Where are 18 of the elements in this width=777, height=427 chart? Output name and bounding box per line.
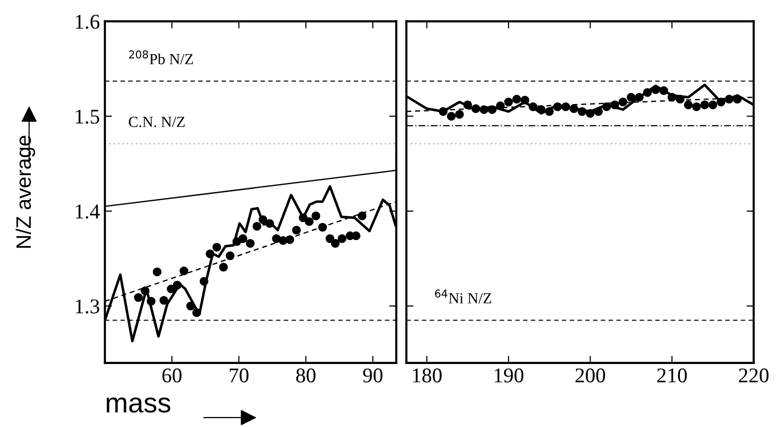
x-tick-label: 220	[738, 368, 769, 382]
y-tick-label: 1.3	[76, 299, 100, 314]
x-tick-label: 90	[363, 368, 382, 382]
ref-line-label: $^{208}$Pb N/Z	[129, 50, 193, 64]
y-tick-label: 1.4	[76, 204, 100, 219]
y-tick-label: 1.5	[76, 110, 100, 124]
x-tick-label: 200	[576, 368, 606, 382]
y-axis-title: N/Z average	[16, 136, 36, 248]
x-tick-label: 80	[296, 368, 316, 382]
x-tick-label: 210	[657, 368, 687, 382]
x-tick-label: 70	[230, 368, 248, 382]
ref-line-label: C.N. N/Z	[128, 116, 185, 128]
y-tick-label: 1.6	[76, 14, 100, 29]
ref-line-label: $^{64}$Ni N/Z	[435, 290, 492, 304]
x-tick-label: 190	[494, 368, 524, 382]
x-tick-label: 180	[413, 368, 442, 382]
x-axis-title: mass	[106, 397, 170, 413]
x-tick-label: 60	[162, 368, 182, 382]
